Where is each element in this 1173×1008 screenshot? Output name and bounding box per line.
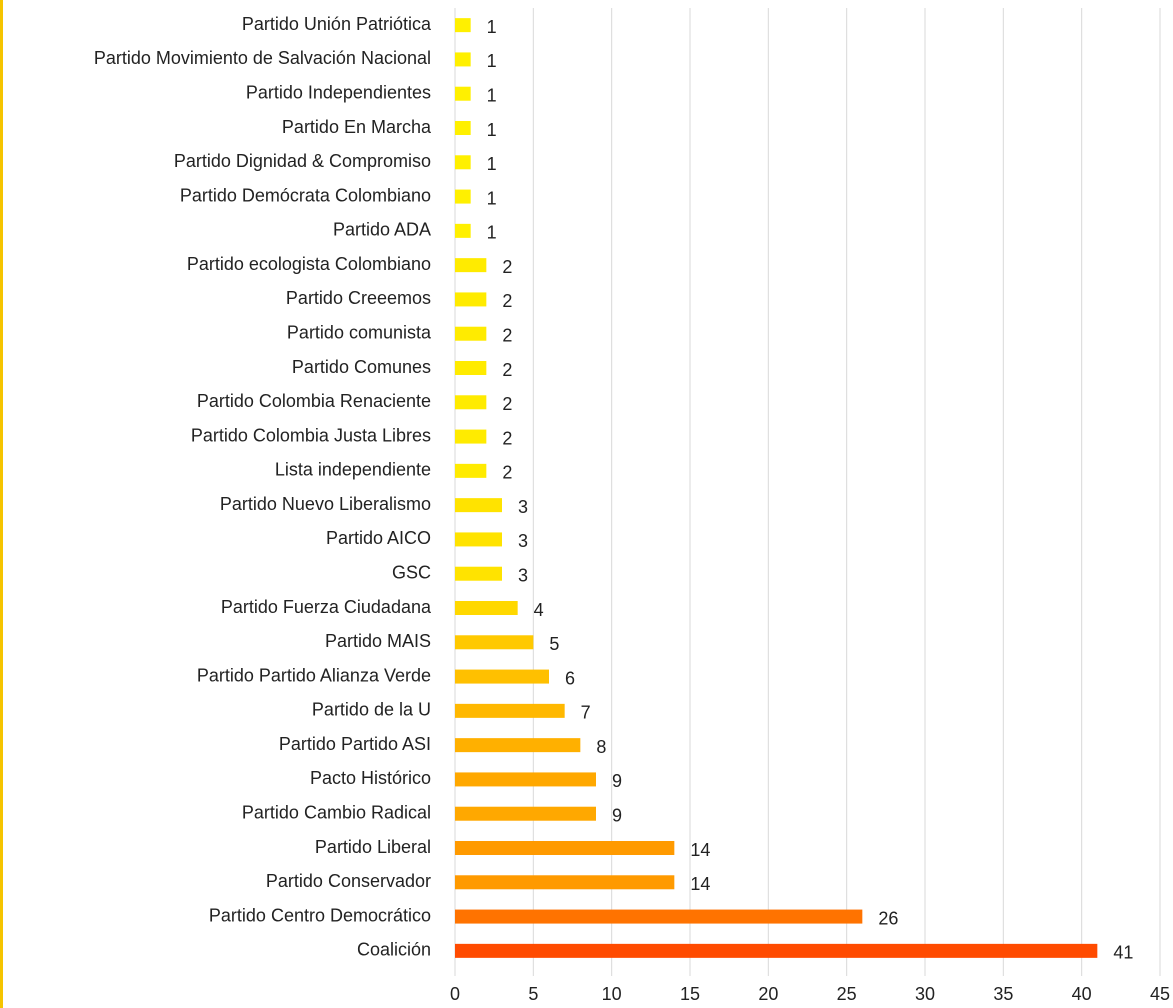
bar (455, 326, 487, 341)
data-label: 1 (487, 85, 497, 105)
data-label: 1 (487, 223, 497, 243)
y-tick-label: Partido Conservador (266, 871, 431, 891)
y-tick-label: Partido Demócrata Colombiano (180, 185, 431, 205)
x-tick-label: 10 (602, 984, 622, 1004)
bar (455, 772, 596, 787)
data-label: 2 (502, 463, 512, 483)
bar (455, 86, 471, 101)
data-label: 1 (487, 120, 497, 140)
data-label: 14 (690, 874, 710, 894)
y-tick-label: Partido Fuerza Ciudadana (221, 597, 432, 617)
bar (455, 566, 502, 581)
bar (455, 806, 596, 821)
data-label: 4 (534, 600, 544, 620)
x-tick-label: 20 (758, 984, 778, 1004)
bar (455, 463, 487, 478)
data-label: 9 (612, 771, 622, 791)
bar (455, 292, 487, 307)
x-tick-label: 15 (680, 984, 700, 1004)
y-tick-label: Partido Movimiento de Salvación Nacional (94, 48, 431, 68)
bar (455, 498, 502, 513)
y-tick-label: Partido Unión Patriótica (242, 14, 432, 34)
y-tick-label: Coalición (357, 940, 431, 960)
data-label: 14 (690, 840, 710, 860)
data-label: 2 (502, 325, 512, 345)
bar (455, 121, 471, 135)
y-tick-label: Partido Cambio Radical (242, 802, 431, 822)
bar (455, 909, 863, 924)
bar (455, 841, 675, 855)
y-tick-label: Partido Partido Alianza Verde (197, 665, 431, 685)
bar (455, 189, 471, 204)
data-label: 2 (502, 428, 512, 448)
data-label: 7 (581, 703, 591, 723)
data-label: 6 (565, 668, 575, 688)
data-label: 1 (487, 154, 497, 174)
y-tick-label: Partido ecologista Colombiano (187, 254, 431, 274)
data-label: 41 (1113, 943, 1133, 963)
x-tick-label: 0 (450, 984, 460, 1004)
y-tick-label: Partido Centro Democrático (209, 905, 431, 925)
y-tick-label: Partido Partido ASI (279, 734, 431, 754)
bar (455, 669, 549, 684)
bar (455, 703, 565, 718)
bar (455, 155, 471, 170)
left-border (0, 0, 3, 1008)
bar (455, 601, 518, 615)
y-tick-label: GSC (392, 562, 431, 582)
x-tick-label: 35 (993, 984, 1013, 1004)
data-label: 2 (502, 394, 512, 414)
data-label: 8 (596, 737, 606, 757)
y-tick-label: Partido Comunes (292, 357, 431, 377)
bar (455, 532, 502, 547)
bar (455, 738, 581, 753)
data-label: 1 (487, 188, 497, 208)
y-tick-label: Partido En Marcha (282, 117, 432, 137)
y-tick-label: Partido Colombia Justa Libres (191, 425, 431, 445)
y-tick-label: Partido Colombia Renaciente (197, 391, 431, 411)
bar (455, 52, 471, 67)
y-tick-label: Partido Dignidad & Compromiso (174, 151, 431, 171)
bar (455, 223, 471, 238)
y-tick-label: Partido Liberal (315, 837, 431, 857)
y-tick-label: Partido Independientes (246, 82, 431, 102)
y-tick-label: Partido de la U (312, 700, 431, 720)
data-label: 3 (518, 497, 528, 517)
data-label: 2 (502, 291, 512, 311)
bar (455, 361, 487, 375)
data-label: 3 (518, 565, 528, 585)
bar (455, 395, 487, 410)
data-label: 26 (878, 908, 898, 928)
y-tick-label: Partido Nuevo Liberalismo (220, 494, 431, 514)
data-label: 1 (487, 51, 497, 71)
bar (455, 635, 534, 650)
bar (455, 18, 471, 33)
data-label: 5 (549, 634, 559, 654)
data-label: 9 (612, 805, 622, 825)
x-tick-label: 30 (915, 984, 935, 1004)
x-tick-label: 40 (1072, 984, 1092, 1004)
y-tick-label: Pacto Histórico (310, 768, 431, 788)
bar (455, 875, 675, 890)
y-tick-label: Partido AICO (326, 528, 431, 548)
x-tick-label: 5 (528, 984, 538, 1004)
data-label: 1 (487, 17, 497, 37)
y-tick-label: Partido ADA (333, 220, 431, 240)
y-tick-label: Partido comunista (287, 322, 432, 342)
bar (455, 429, 487, 444)
y-tick-label: Partido MAIS (325, 631, 431, 651)
data-label: 3 (518, 531, 528, 551)
y-tick-label: Lista independiente (275, 460, 431, 480)
data-label: 2 (502, 257, 512, 277)
data-label: 2 (502, 360, 512, 380)
x-tick-label: 45 (1150, 984, 1170, 1004)
y-tick-label: Partido Creeemos (286, 288, 431, 308)
bar (455, 943, 1098, 958)
bar (455, 258, 487, 273)
x-tick-label: 25 (837, 984, 857, 1004)
